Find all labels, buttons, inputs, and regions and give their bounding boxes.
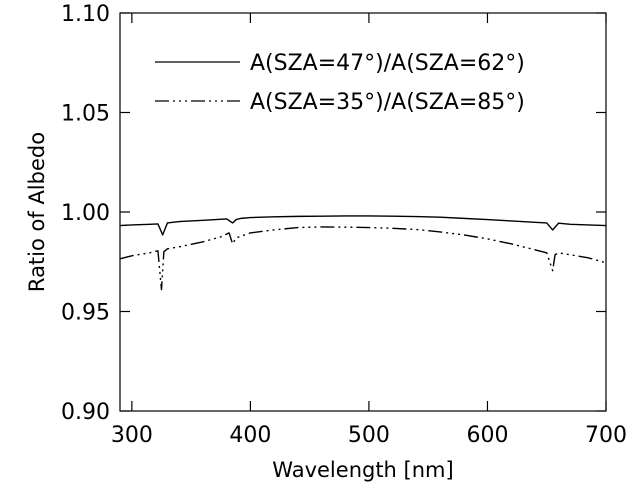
series-line-sza35-sza85	[119, 226, 607, 291]
y-tick-label-1.00: 1.00	[61, 201, 110, 226]
legend-label-sza47-sza62: A(SZA=47°)/A(SZA=62°)	[250, 51, 525, 76]
series-line-sza47-sza62	[119, 215, 607, 236]
x-tick-label-500: 500	[348, 423, 390, 448]
legend-label-sza35-sza85: A(SZA=35°)/A(SZA=85°)	[250, 90, 525, 115]
tick-layer: 300 400 500 600 700 0.90 0.95 1.00 1.05 1.10	[61, 2, 627, 448]
y-tick-label-1.10: 1.10	[61, 2, 110, 27]
x-axis-label: Wavelength [nm]	[272, 458, 453, 482]
x-tick-label-300: 300	[111, 423, 153, 448]
y-tick-label-0.95: 0.95	[61, 301, 110, 326]
series-layer	[119, 215, 607, 291]
x-tick-label-600: 600	[466, 423, 508, 448]
y-axis-label: Ratio of Albedo	[25, 132, 49, 292]
x-tick-label-400: 400	[229, 423, 271, 448]
legend: A(SZA=47°)/A(SZA=62°) A(SZA=35°)/A(SZA=8…	[155, 51, 525, 115]
y-tick-label-0.90: 0.90	[61, 400, 110, 425]
y-tick-label-1.05: 1.05	[61, 102, 110, 127]
x-tick-label-700: 700	[585, 423, 627, 448]
